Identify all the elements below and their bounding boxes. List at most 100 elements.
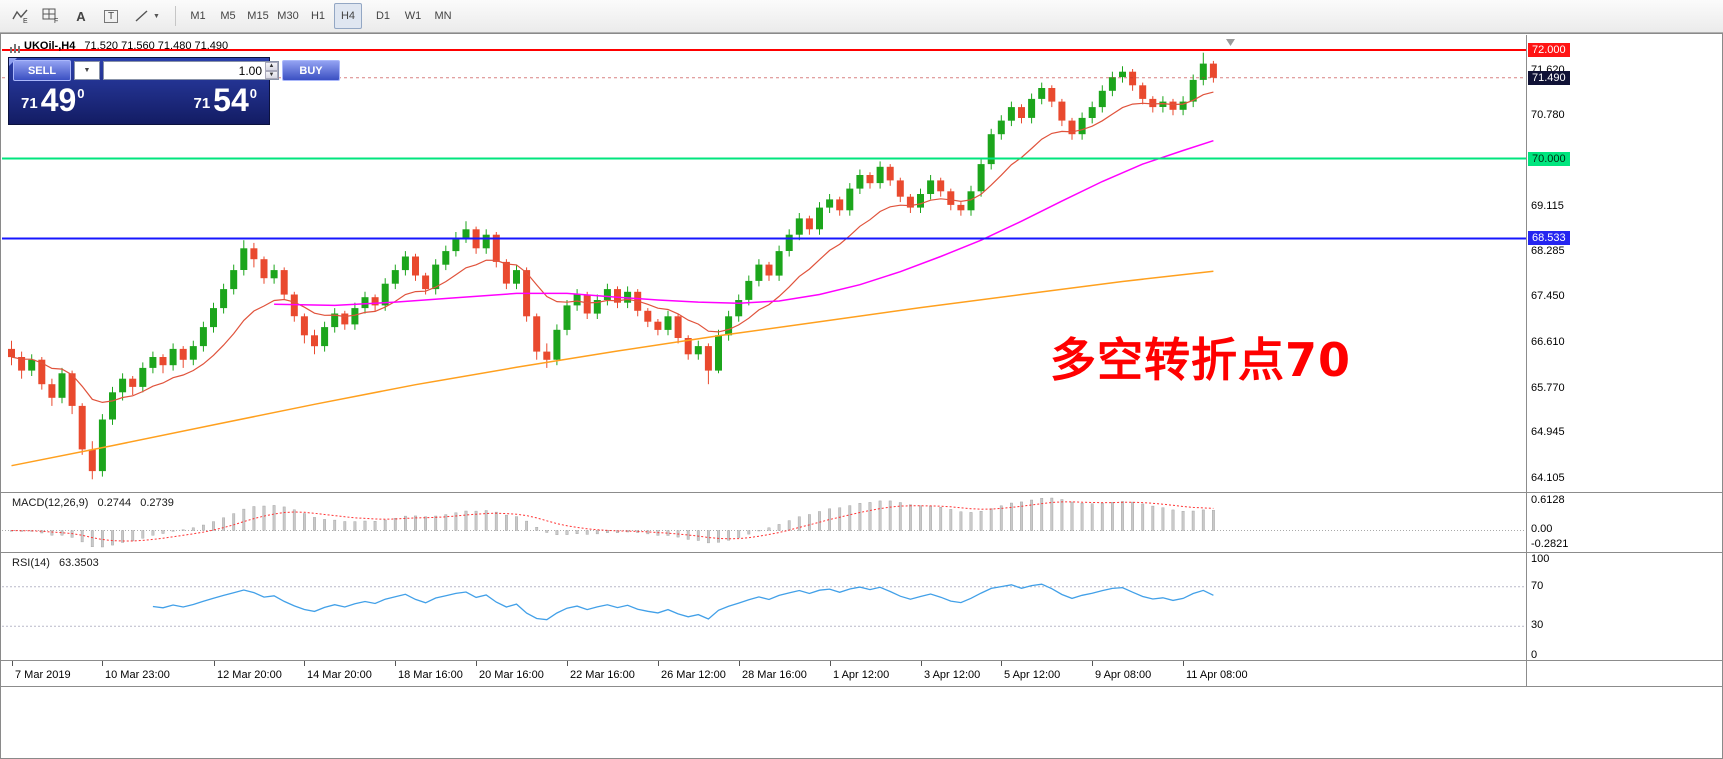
time-tick: [921, 661, 922, 666]
grid-tool-button[interactable]: F: [37, 3, 65, 29]
rsi-value: 63.3503: [58, 557, 99, 569]
time-label: 14 Mar 20:00: [307, 669, 372, 681]
timeframe-mn[interactable]: MN: [434, 10, 452, 22]
panel-separator: [1, 686, 1722, 687]
timeframe-h4[interactable]: H4: [334, 3, 362, 29]
chevron-down-icon: ▼: [153, 12, 160, 20]
rsi-100-label: 100: [1531, 553, 1550, 565]
time-tick: [12, 661, 13, 666]
one-click-trading-panel: SELL ▼ ▲ ▼ BUY 71 49 0 71 54 0: [8, 57, 340, 125]
time-tick: [395, 661, 396, 666]
macd-label: MACD(12,26,9) 0.2744 0.2739: [12, 497, 174, 509]
rsi-label: RSI(14) 63.3503: [12, 557, 99, 569]
volume-stepper: ▲ ▼: [265, 62, 278, 79]
time-label: 11 Apr 08:00: [1186, 669, 1248, 681]
ohlc-values-label: 71.520 71.560 71.480 71.490: [84, 40, 229, 52]
time-tick: [304, 661, 305, 666]
hline-price-label: 72.000: [1528, 43, 1570, 57]
buy-price-pips: 54: [213, 82, 249, 118]
label-tool-button[interactable]: T: [97, 3, 125, 29]
macd-axis[interactable]: 0.6128 0.00 -0.2821: [1528, 494, 1598, 551]
axis-divider: [1526, 35, 1527, 686]
timeframe-d1[interactable]: D1: [375, 10, 391, 22]
time-label: 18 Mar 16:00: [398, 669, 463, 681]
rsi-axis[interactable]: 100 70 30 0: [1528, 553, 1598, 661]
sell-price-int: 71: [21, 95, 38, 112]
line-studies-button[interactable]: ▼: [127, 3, 167, 29]
macd-value-signal: 0.2739: [140, 497, 174, 509]
time-tick: [1183, 661, 1184, 666]
time-label: 7 Mar 2019: [15, 669, 71, 681]
pattern-tool-button[interactable]: E: [7, 3, 35, 29]
price-tick-label: 66.610: [1531, 335, 1565, 348]
time-label: 22 Mar 16:00: [570, 669, 635, 681]
rsi-indicator-canvas[interactable]: [2, 554, 1526, 659]
macd-title: MACD(12,26,9): [12, 497, 89, 509]
volume-down-button[interactable]: ▼: [265, 70, 278, 79]
buy-price-display[interactable]: 71 54 0: [193, 84, 257, 116]
volume-up-button[interactable]: ▲: [265, 62, 278, 71]
time-tick: [214, 661, 215, 666]
time-label: 26 Mar 12:00: [661, 669, 726, 681]
time-tick: [1092, 661, 1093, 666]
buy-price-point: 0: [249, 86, 257, 101]
timeframe-m15[interactable]: M15: [247, 10, 269, 22]
text-tool-button[interactable]: A: [76, 8, 86, 24]
time-tick: [658, 661, 659, 666]
toolbar: E F A T ▼ M1 M5 M15 M30 H1 H4 D1: [0, 0, 1723, 33]
volume-preset-dropdown[interactable]: ▼: [74, 61, 100, 80]
sell-price-display[interactable]: 71 49 0: [21, 84, 85, 116]
timeframe-w1[interactable]: W1: [404, 10, 422, 22]
price-tick-label: 69.115: [1531, 199, 1564, 212]
macd-zero-label: 0.00: [1531, 523, 1553, 536]
time-label: 3 Apr 12:00: [924, 669, 981, 681]
rsi-70-label: 70: [1531, 579, 1544, 592]
price-tick-label: 64.105: [1531, 472, 1565, 484]
timeframe-m30[interactable]: M30: [277, 10, 299, 22]
timeframe-m1[interactable]: M1: [190, 10, 206, 22]
time-tick: [1001, 661, 1002, 666]
volume-input[interactable]: [104, 62, 265, 79]
chart-title: UKOil-,H4 71.520 71.560 71.480 71.490: [24, 40, 228, 52]
macd-min-label: -0.2821: [1531, 538, 1569, 550]
time-label: 20 Mar 16:00: [479, 669, 544, 681]
price-axis[interactable]: 71.620 70.780 69.115 68.285 67.450 66.610 65.7…: [1528, 35, 1598, 492]
sell-price-point: 0: [77, 86, 85, 101]
zigzag-icon: E: [12, 9, 28, 24]
macd-max-label: 0.6128: [1531, 494, 1565, 506]
buy-price-int: 71: [193, 95, 211, 112]
time-tick: [102, 661, 103, 666]
timeframe-m5[interactable]: M5: [220, 10, 236, 22]
panel-separator: [1, 660, 1722, 661]
price-tick-label: 68.285: [1531, 244, 1565, 257]
time-tick: [476, 661, 477, 666]
symbol-period-label: UKOil-,H4: [24, 40, 76, 52]
time-axis[interactable]: 7 Mar 2019 10 Mar 23:00 12 Mar 20:00 14 Mar…: [2, 661, 1526, 686]
timeframe-h1[interactable]: H1: [310, 10, 326, 22]
collapse-arrow-icon[interactable]: [9, 58, 17, 66]
tool-sub-e: E: [23, 18, 28, 24]
sell-button[interactable]: SELL: [13, 60, 71, 81]
time-tick: [739, 661, 740, 666]
macd-indicator-canvas[interactable]: [2, 494, 1526, 551]
time-label: 5 Apr 12:00: [1004, 669, 1061, 681]
buy-button[interactable]: BUY: [282, 60, 340, 81]
rsi-30-label: 30: [1531, 619, 1544, 632]
price-tick-label: 70.780: [1531, 109, 1565, 122]
time-label: 9 Apr 08:00: [1095, 669, 1152, 681]
time-label: 12 Mar 20:00: [217, 669, 282, 681]
time-tick: [830, 661, 831, 666]
tool-sub-f: F: [54, 18, 58, 24]
price-tick-label: 67.450: [1531, 290, 1565, 303]
grid-icon: F: [42, 8, 58, 24]
current-price-label: 71.490: [1528, 70, 1570, 85]
chevron-down-icon: ▼: [83, 67, 91, 74]
volume-field-wrap: ▲ ▼: [103, 61, 279, 80]
panel-separator[interactable]: [1, 492, 1722, 493]
boxed-t-icon: T: [103, 9, 119, 23]
panel-separator[interactable]: [1, 552, 1722, 553]
chart-symbol-icon: [9, 41, 21, 59]
rsi-0-label: 0: [1531, 649, 1538, 661]
chart-annotation-text: 多空转折点70: [1050, 333, 1352, 387]
